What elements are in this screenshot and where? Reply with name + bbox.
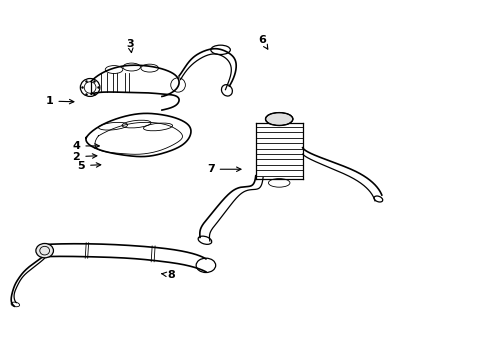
Text: 3: 3 <box>126 39 134 53</box>
Text: 5: 5 <box>77 161 101 171</box>
Text: 4: 4 <box>73 141 99 151</box>
Text: 6: 6 <box>258 35 268 49</box>
Ellipse shape <box>266 113 293 126</box>
Text: 7: 7 <box>207 164 241 174</box>
Text: 8: 8 <box>162 270 175 280</box>
Ellipse shape <box>36 243 53 258</box>
Text: 2: 2 <box>73 152 97 162</box>
Text: 1: 1 <box>46 96 74 106</box>
